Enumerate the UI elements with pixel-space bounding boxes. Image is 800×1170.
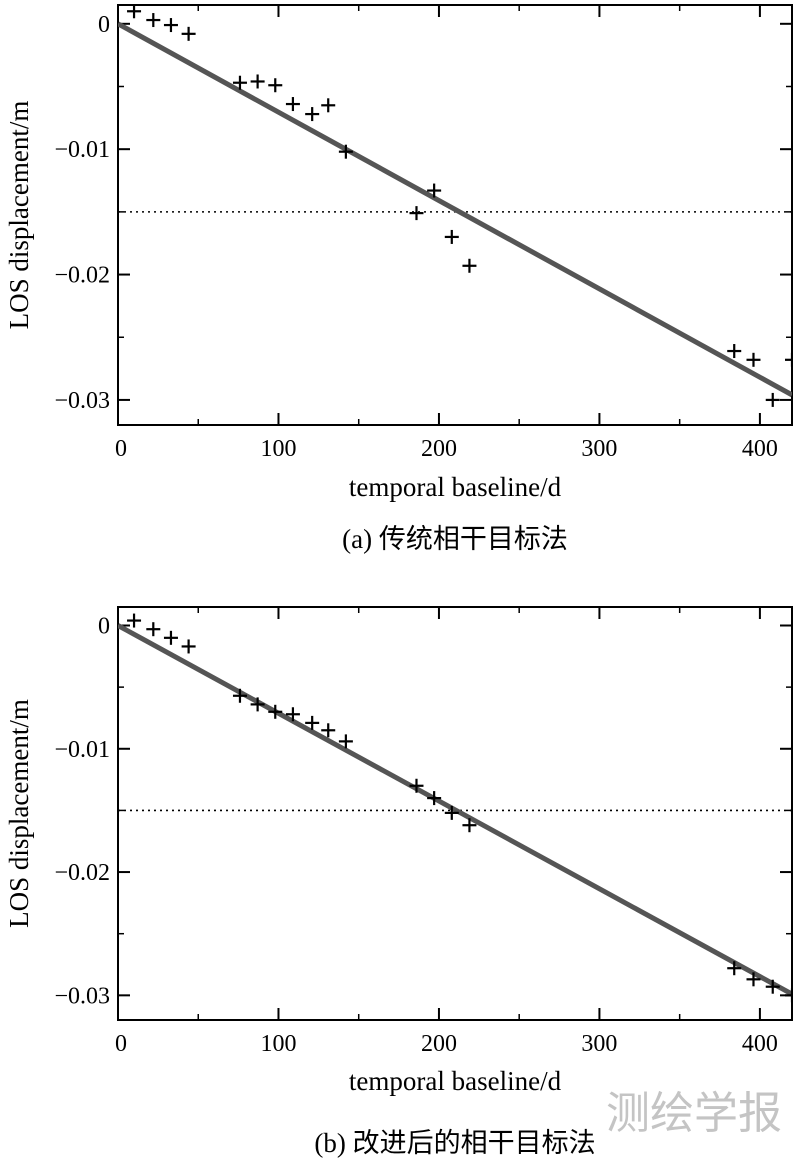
data-point bbox=[181, 639, 196, 654]
data-point bbox=[409, 778, 424, 793]
data-point bbox=[321, 723, 336, 738]
data-point bbox=[285, 97, 300, 112]
data-point bbox=[163, 630, 178, 645]
y-tick-label: −0.03 bbox=[54, 983, 110, 1009]
data-point bbox=[321, 98, 336, 113]
data-point bbox=[444, 805, 459, 820]
x-tick-label: 0 bbox=[115, 1031, 127, 1057]
data-point bbox=[409, 206, 424, 221]
x-tick-label: 100 bbox=[260, 436, 296, 462]
data-point bbox=[163, 18, 178, 33]
panel-caption: (b) 改进后的相干目标法 bbox=[314, 1128, 595, 1158]
panel-a: 0 100 200 300 400 0 −0.01 −0.02 −0.03 temporal ba… bbox=[4, 4, 793, 554]
plot-frame bbox=[117, 4, 793, 426]
data-point bbox=[268, 78, 283, 93]
data-point bbox=[285, 707, 300, 722]
y-tick-label: −0.02 bbox=[54, 263, 110, 289]
x-tick-label: 400 bbox=[742, 436, 778, 462]
x-tick-label: 0 bbox=[115, 436, 127, 462]
data-point bbox=[232, 688, 247, 703]
data-point bbox=[146, 622, 161, 637]
y-tick-label: 0 bbox=[98, 12, 110, 38]
data-point bbox=[765, 979, 780, 994]
data-point bbox=[785, 352, 792, 367]
data-point bbox=[785, 988, 792, 1003]
x-tick-label: 400 bbox=[742, 1031, 778, 1057]
data-point bbox=[765, 392, 780, 407]
data-point bbox=[746, 352, 761, 367]
data-point bbox=[305, 107, 320, 122]
panel-b: 0 100 200 300 400 0 −0.01 −0.02 −0.03 temporal ba… bbox=[4, 606, 793, 1158]
data-point bbox=[181, 26, 196, 41]
data-point bbox=[338, 734, 353, 749]
fit-line bbox=[118, 21, 792, 398]
watermark-text: 测绘学报 bbox=[606, 1088, 782, 1139]
data-point bbox=[305, 715, 320, 730]
data-point bbox=[462, 258, 477, 273]
x-tick-label: 200 bbox=[421, 1031, 457, 1057]
x-tick-label: 300 bbox=[581, 1031, 617, 1057]
data-point bbox=[127, 613, 142, 628]
data-point bbox=[427, 791, 442, 806]
x-tick-label: 300 bbox=[581, 436, 617, 462]
plot-area bbox=[118, 613, 792, 1003]
data-point bbox=[250, 697, 265, 712]
fit-line bbox=[118, 623, 792, 997]
y-tick-label: −0.01 bbox=[54, 737, 110, 763]
data-point bbox=[250, 74, 265, 89]
y-axis-title: LOS displacement/m bbox=[4, 101, 34, 330]
y-tick-label: 0 bbox=[98, 613, 110, 639]
data-point bbox=[146, 13, 161, 28]
y-tick-label: −0.02 bbox=[54, 860, 110, 886]
y-axis-title: LOS displacement/m bbox=[4, 699, 34, 928]
x-axis-title: temporal baseline/d bbox=[349, 472, 562, 502]
data-point bbox=[232, 75, 247, 90]
data-point bbox=[462, 818, 477, 833]
data-point bbox=[444, 229, 459, 244]
data-point bbox=[427, 183, 442, 198]
plot-area bbox=[118, 5, 792, 407]
data-point bbox=[727, 344, 742, 359]
panel-caption: (a) 传统相干目标法 bbox=[342, 524, 568, 554]
data-point bbox=[746, 972, 761, 987]
data-point bbox=[268, 704, 283, 719]
data-point bbox=[127, 5, 142, 19]
y-tick-label: −0.01 bbox=[54, 137, 110, 163]
x-tick-label: 100 bbox=[260, 1031, 296, 1057]
x-tick-label: 200 bbox=[421, 436, 457, 462]
y-tick-label: −0.03 bbox=[54, 388, 110, 414]
data-point bbox=[338, 144, 353, 159]
data-point bbox=[727, 961, 742, 976]
plot-frame bbox=[117, 606, 793, 1021]
x-axis-title: temporal baseline/d bbox=[349, 1066, 562, 1096]
